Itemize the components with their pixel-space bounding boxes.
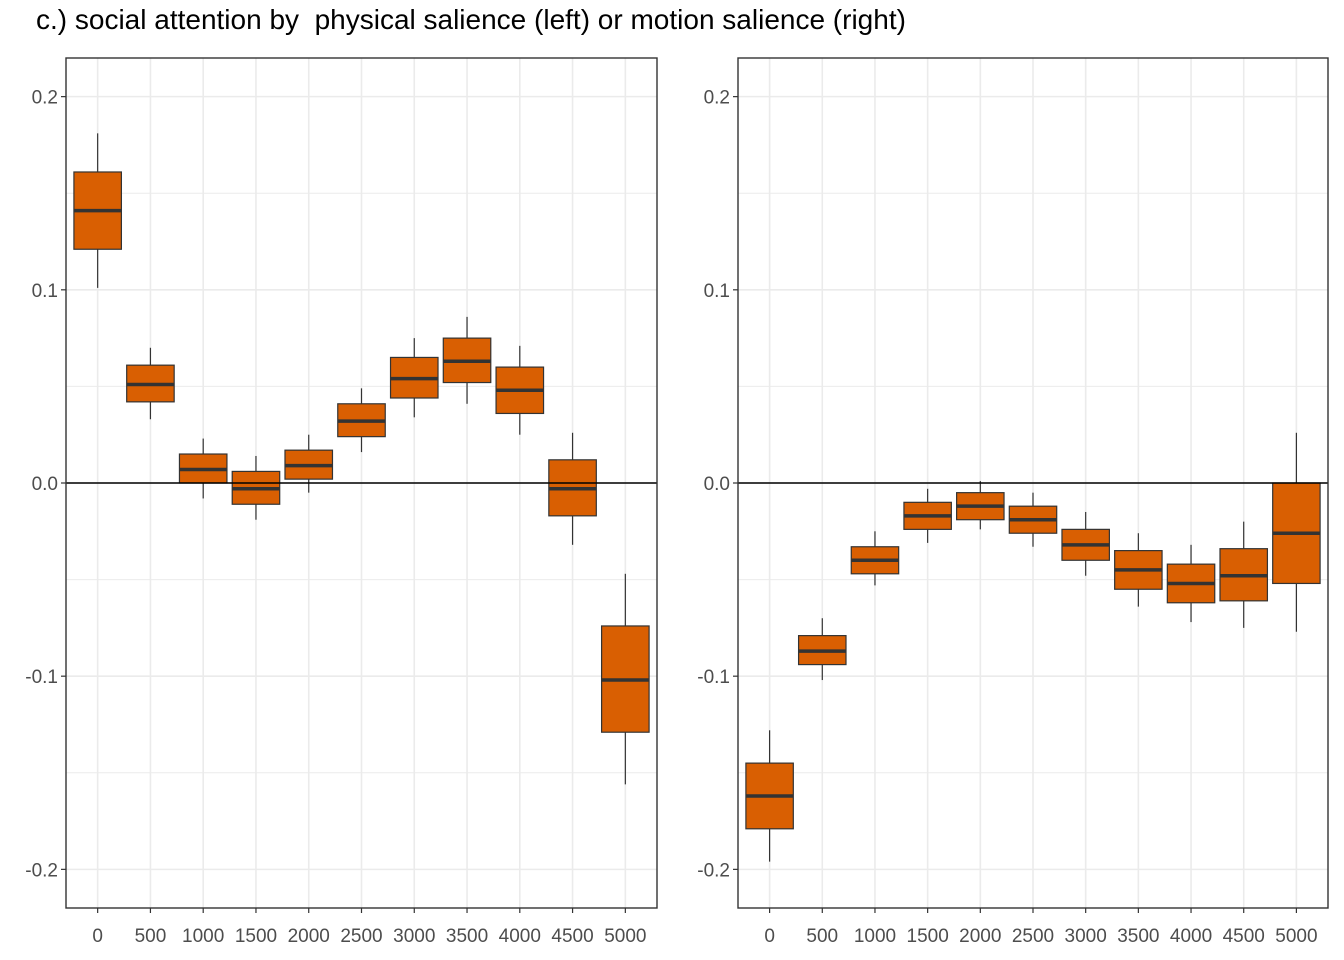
x-tick-label: 500 [806, 926, 838, 947]
box-2500 [1008, 492, 1058, 547]
box-500 [126, 347, 175, 420]
y-tick-label: -0.2 [697, 860, 730, 881]
box-1500 [231, 455, 281, 520]
x-tick-label: 3500 [1117, 926, 1159, 947]
y-tick-label: -0.2 [25, 860, 58, 881]
y-tick-label: 0.0 [32, 474, 58, 495]
box-3000 [389, 338, 439, 418]
box-4500 [1219, 521, 1269, 628]
x-tick-label: 1000 [182, 926, 224, 947]
y-tick-label: 0.1 [32, 281, 58, 302]
x-tick-label: 3000 [1065, 926, 1107, 947]
box-5000 [600, 573, 650, 785]
box-1000 [850, 531, 900, 586]
x-tick-label: 5000 [604, 926, 646, 947]
box-2000 [956, 481, 1005, 530]
x-tick-label: 2500 [1012, 926, 1054, 947]
box-4000 [1166, 544, 1216, 623]
y-tick-label: 0.2 [32, 88, 58, 109]
box-3500 [1114, 533, 1163, 607]
box-4000 [495, 345, 545, 435]
x-tick-label: 0 [92, 926, 103, 947]
box-0 [73, 133, 123, 288]
box-4500 [548, 432, 597, 545]
y-tick-label: 0.2 [704, 88, 730, 109]
box-1500 [903, 488, 952, 543]
panel-left: -0.2 -0.1 0.0 0.1 0.2 0 500 1000 1500 2000 2500 300… [25, 57, 658, 947]
x-tick-label: 2000 [288, 926, 330, 947]
box-3000 [1061, 511, 1110, 576]
x-tick-label: 1000 [854, 926, 896, 947]
box-0 [745, 730, 794, 862]
x-tick-label: 500 [135, 926, 167, 947]
x-tick-label: 4500 [1223, 926, 1265, 947]
x-tick-label: 4500 [551, 926, 593, 947]
y-tick-label: -0.1 [697, 667, 730, 688]
box-5000 [1272, 432, 1321, 632]
x-tick-label: 1500 [907, 926, 949, 947]
x-tick-label: 3000 [393, 926, 435, 947]
x-tick-label: 0 [764, 926, 775, 947]
figure-title: c.) social attention by physical salienc… [36, 4, 906, 35]
box-3500 [442, 316, 492, 404]
y-tick-label: 0.1 [704, 281, 730, 302]
box-2000 [284, 434, 334, 493]
x-tick-label: 2500 [340, 926, 382, 947]
y-tick-label: -0.1 [25, 667, 58, 688]
box-1000 [178, 438, 228, 499]
x-tick-label: 4000 [1170, 926, 1212, 947]
x-tick-label: 5000 [1275, 926, 1317, 947]
box-2500 [337, 388, 386, 453]
x-tick-label: 2000 [959, 926, 1001, 947]
y-tick-label: 0.0 [704, 474, 730, 495]
x-tick-label: 3500 [446, 926, 488, 947]
x-tick-label: 1500 [235, 926, 277, 947]
x-tick-label: 4000 [499, 926, 541, 947]
panel-right: -0.2 -0.1 0.0 0.1 0.2 0 500 1000 1500 2000 2500 300… [697, 57, 1329, 947]
box-500 [797, 618, 847, 681]
